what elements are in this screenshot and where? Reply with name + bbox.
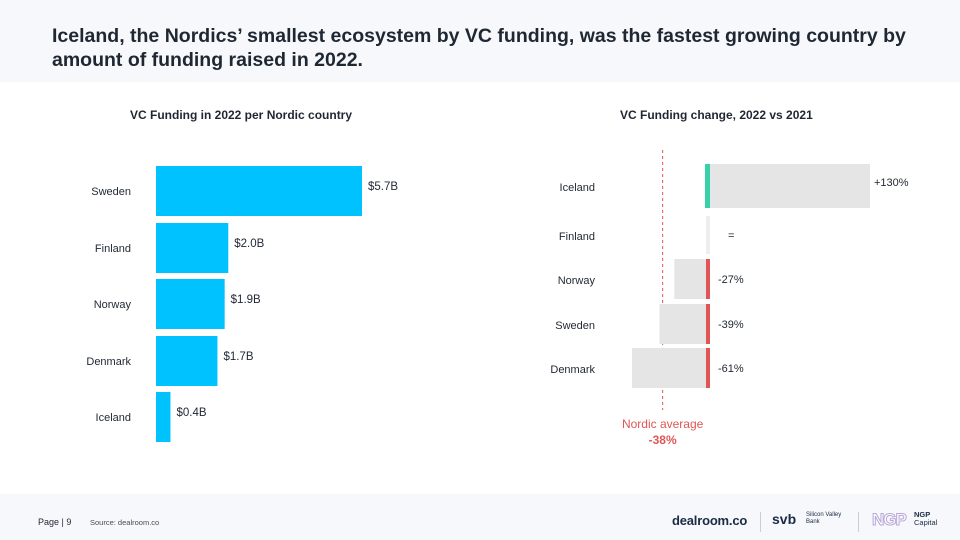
bar-marker: [706, 304, 710, 344]
bar-marker: [705, 164, 710, 208]
value-label: $1.9B: [231, 294, 261, 306]
value-label: =: [728, 230, 734, 242]
bar-iceland: [708, 164, 870, 208]
svb-logo: svb Silicon Valley Bank: [772, 511, 841, 529]
category-label: Denmark: [86, 356, 131, 368]
category-label: Norway: [558, 275, 596, 287]
left-chart-title: VC Funding in 2022 per Nordic country: [130, 108, 353, 122]
value-label: +130%: [874, 177, 909, 189]
ngp-capital-logo: NGP NGP Capital: [872, 510, 938, 530]
funding-2022-chart: Sweden $5.7B Finland $2.0B Norway $1.9B Denmar…: [86, 166, 398, 442]
bar-denmark: [156, 336, 218, 386]
funding-change-chart: Iceland +130% Finland = Norway -27% Sweden -39%…: [550, 150, 909, 447]
category-label: Iceland: [96, 412, 131, 424]
bar-finland: [156, 223, 229, 273]
dealroom-logo: dealroom.co: [672, 513, 748, 528]
bar-norway: [156, 279, 225, 329]
source-note: Source: dealroom.co: [90, 518, 160, 527]
bar-sweden: [659, 304, 708, 344]
category-label: Denmark: [550, 364, 595, 376]
ngp-logo-mark: NGP: [872, 510, 908, 530]
bar-marker: [706, 259, 710, 299]
nordic-average-value: -38%: [649, 433, 677, 447]
value-label: -39%: [718, 319, 744, 331]
bar-sweden: [156, 166, 362, 216]
value-label: $5.7B: [368, 181, 398, 193]
bar-iceland: [156, 392, 171, 442]
page-number: Page | 9: [38, 517, 72, 527]
value-label: $2.0B: [234, 238, 264, 250]
bar-norway: [674, 259, 708, 299]
category-label: Finland: [559, 231, 595, 243]
value-label: $0.4B: [176, 407, 206, 419]
logo-divider: [760, 512, 761, 532]
bar-finland: [706, 216, 710, 254]
category-label: Finland: [95, 243, 131, 255]
page-headline: Iceland, the Nordics’ smallest ecosystem…: [52, 25, 906, 71]
bar-denmark: [631, 348, 708, 388]
right-chart-title: VC Funding change, 2022 vs 2021: [620, 108, 813, 122]
header-band: [0, 0, 960, 82]
category-label: Iceland: [560, 182, 595, 194]
footer-band: [0, 494, 960, 540]
value-label: -27%: [718, 274, 744, 286]
value-label: -61%: [718, 363, 744, 375]
bar-marker: [706, 348, 710, 388]
logo-divider: [858, 512, 859, 532]
category-label: Norway: [94, 299, 132, 311]
category-label: Sweden: [91, 186, 131, 198]
category-label: Sweden: [555, 320, 595, 332]
value-label: $1.7B: [223, 351, 253, 363]
nordic-average-label: Nordic average: [622, 417, 704, 431]
svb-logo-mark: svb: [772, 511, 797, 527]
ngp-logo-name: NGP Capital: [914, 510, 938, 527]
svb-logo-name: Silicon Valley Bank: [806, 512, 842, 525]
